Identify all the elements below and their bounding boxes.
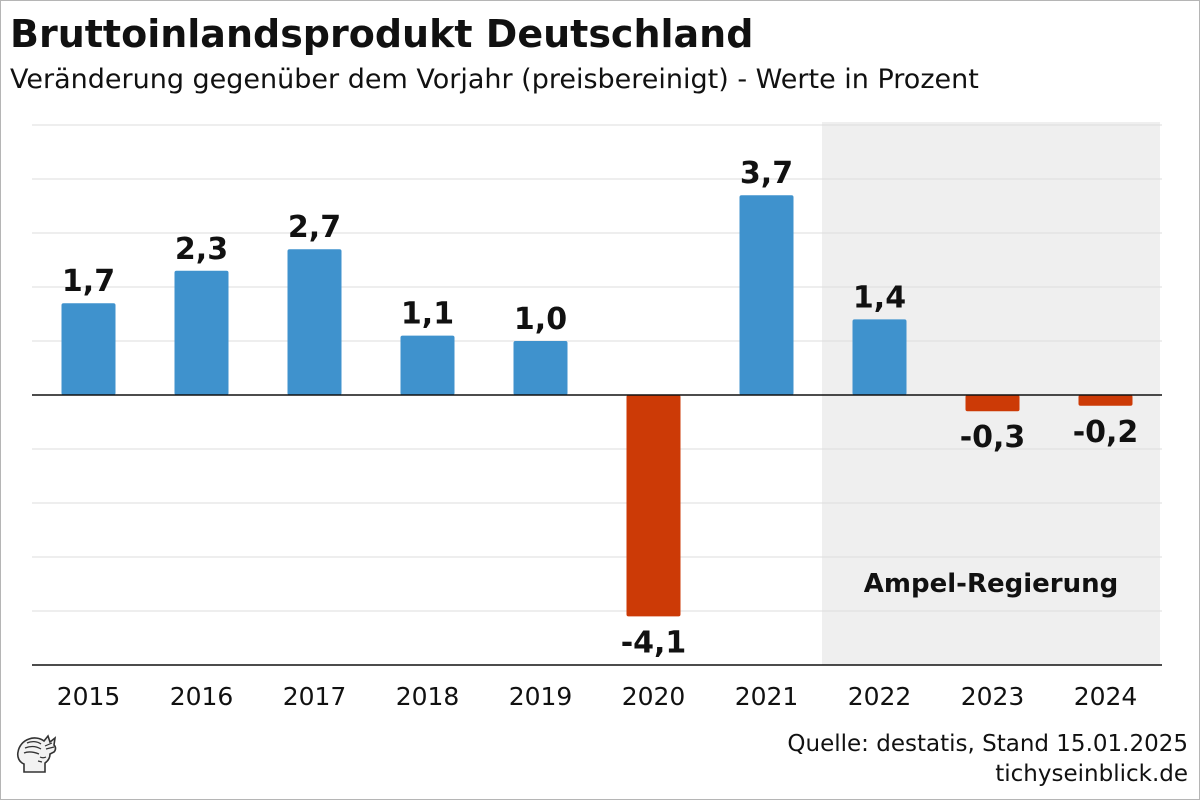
x-tick-label-2018: 2018 — [396, 682, 460, 711]
mercury-head-logo-icon — [10, 728, 60, 778]
value-label-2022: 1,4 — [853, 280, 906, 315]
label-layer: Ampel-Regierung 1,7 2015 2,3 2016 2,7 2017 1,1 2… — [57, 156, 1139, 711]
axis-layer — [32, 394, 1162, 666]
x-tick-label-2020: 2020 — [622, 682, 686, 711]
value-label-2019: 1,0 — [514, 302, 567, 337]
bar-2015 — [61, 303, 116, 395]
chart-title: Bruttoinlandsprodukt Deutschland — [10, 12, 754, 56]
bar-2022 — [852, 319, 907, 395]
value-label-2018: 1,1 — [401, 297, 454, 332]
bar-2016 — [174, 270, 229, 395]
bar-layer — [61, 195, 1133, 617]
x-tick-label-2015: 2015 — [57, 682, 121, 711]
value-label-2020: -4,1 — [621, 625, 687, 660]
value-label-2023: -0,3 — [960, 420, 1026, 455]
value-label-2015: 1,7 — [62, 264, 115, 299]
source-note: Quelle: destatis, Stand 15.01.2025 tichy… — [787, 729, 1188, 789]
x-tick-label-2016: 2016 — [170, 682, 234, 711]
value-label-2024: -0,2 — [1073, 415, 1139, 450]
source-line: Quelle: destatis, Stand 15.01.2025 — [787, 731, 1188, 757]
x-tick-label-2017: 2017 — [283, 682, 347, 711]
value-label-2016: 2,3 — [175, 232, 228, 267]
x-tick-label-2022: 2022 — [848, 682, 912, 711]
value-label-2021: 3,7 — [740, 156, 793, 191]
annotation-label: Ampel-Regierung — [864, 569, 1118, 599]
bar-2018 — [400, 335, 455, 395]
bar-2020 — [626, 395, 681, 617]
bar-2017 — [287, 249, 342, 395]
x-tick-label-2021: 2021 — [735, 682, 799, 711]
x-tick-label-2019: 2019 — [509, 682, 573, 711]
bar-2024 — [1078, 395, 1133, 406]
x-tick-label-2023: 2023 — [961, 682, 1025, 711]
bar-2021 — [739, 195, 794, 395]
bar-2019 — [513, 341, 568, 395]
bar-2023 — [965, 395, 1020, 412]
value-label-2017: 2,7 — [288, 210, 341, 245]
x-tick-label-2024: 2024 — [1074, 682, 1138, 711]
chart-subtitle: Veränderung gegenüber dem Vorjahr (preis… — [10, 64, 979, 95]
website-line: tichyseinblick.de — [995, 761, 1188, 787]
